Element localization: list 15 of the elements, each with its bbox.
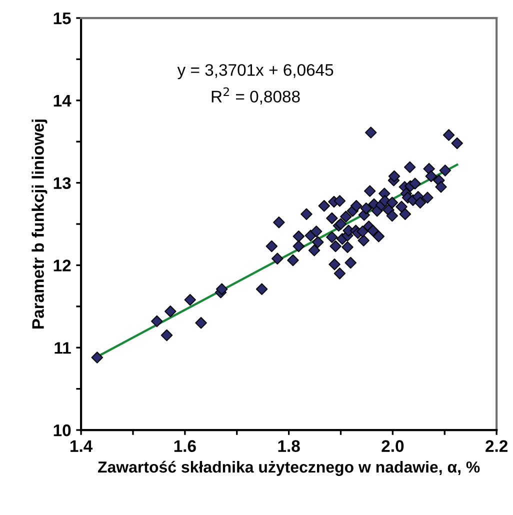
y-tick-label: 13 [54, 177, 71, 190]
x-tick-label: 1.8 [278, 440, 300, 452]
x-tick-label: 1.4 [70, 440, 93, 452]
y-tick-label: 12 [54, 260, 71, 272]
x-tick-label: 1.6 [174, 440, 196, 452]
x-axis-title: Zawartość składnika użytecznego w nadawie, α, % [98, 460, 480, 476]
annotation: y = 3,3701x + 6,0645 [177, 64, 334, 80]
x-tick-label: 2.0 [382, 440, 404, 452]
x-tick-label: 2.2 [486, 440, 508, 452]
y-tick-label: 11 [54, 342, 71, 354]
y-axis-title: Parametr b funkcji liniowej [32, 120, 48, 328]
y-tick-label: 10 [54, 424, 71, 436]
annotation: R$^{2}$ = 0,8088 [212, 87, 300, 104]
y-tick-label: 14 [54, 95, 72, 106]
y-tick-label: 15 [54, 12, 71, 24]
